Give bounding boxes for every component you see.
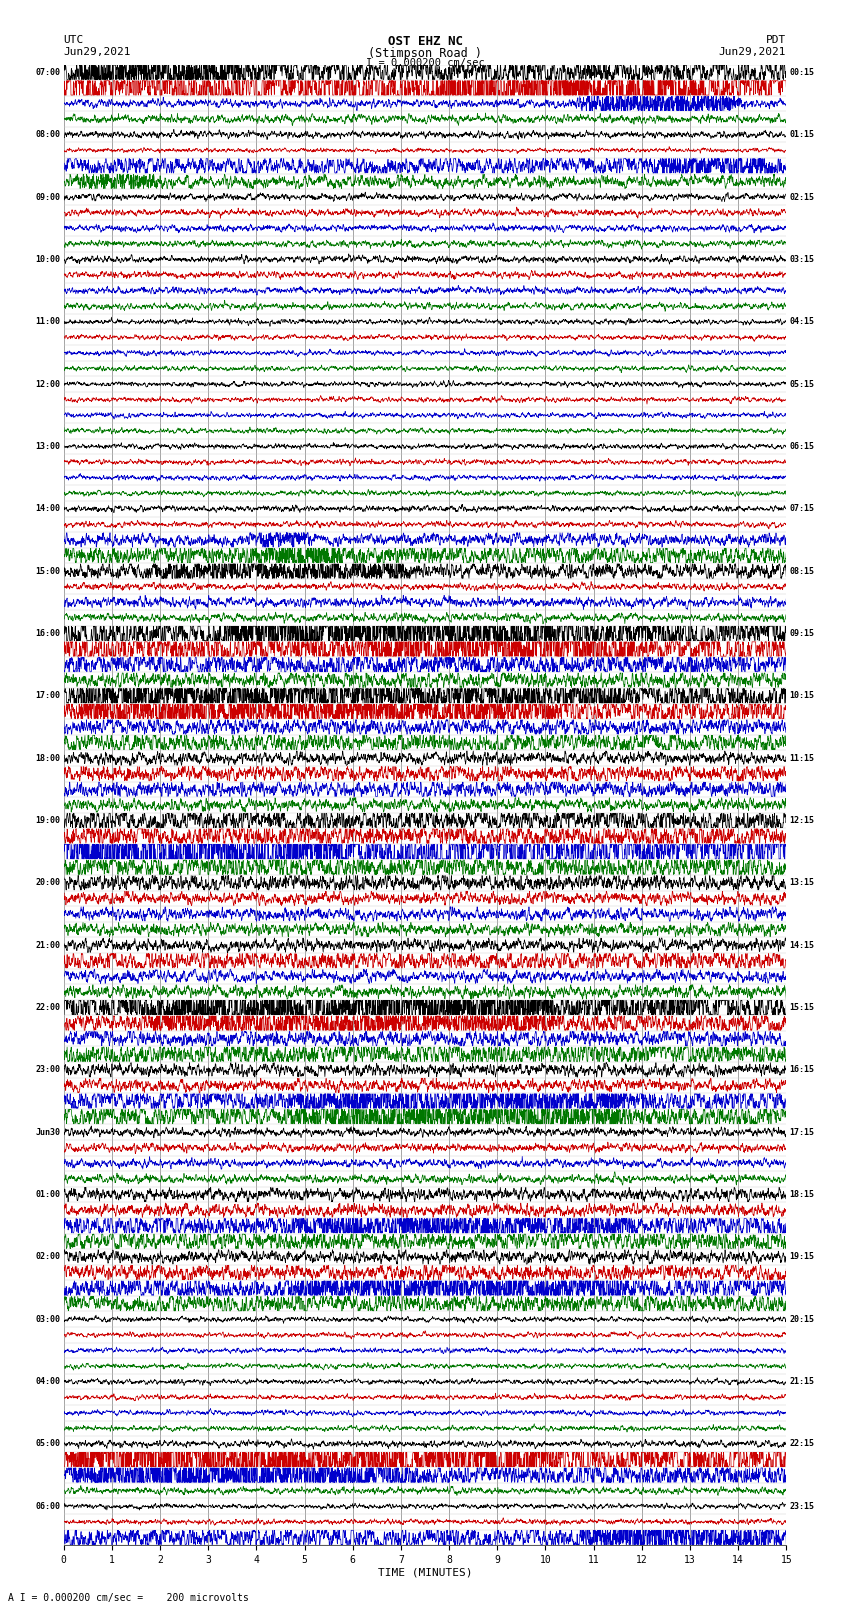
Text: 06:15: 06:15: [790, 442, 814, 452]
Text: 20:15: 20:15: [790, 1315, 814, 1324]
Text: 14:15: 14:15: [790, 940, 814, 950]
Text: 02:00: 02:00: [36, 1252, 60, 1261]
Text: 16:00: 16:00: [36, 629, 60, 637]
Text: 14:00: 14:00: [36, 505, 60, 513]
Text: 22:00: 22:00: [36, 1003, 60, 1011]
Text: UTC: UTC: [64, 35, 84, 45]
Text: 04:15: 04:15: [790, 318, 814, 326]
Text: 12:00: 12:00: [36, 379, 60, 389]
Text: 16:15: 16:15: [790, 1065, 814, 1074]
Text: 05:00: 05:00: [36, 1439, 60, 1448]
Text: 05:15: 05:15: [790, 379, 814, 389]
Text: 08:15: 08:15: [790, 566, 814, 576]
Text: 19:00: 19:00: [36, 816, 60, 824]
Text: 11:15: 11:15: [790, 753, 814, 763]
Text: 19:15: 19:15: [790, 1252, 814, 1261]
Text: 20:00: 20:00: [36, 879, 60, 887]
Text: 02:15: 02:15: [790, 192, 814, 202]
Text: 07:00: 07:00: [36, 68, 60, 77]
Text: 17:00: 17:00: [36, 692, 60, 700]
Text: 09:00: 09:00: [36, 192, 60, 202]
Text: 09:15: 09:15: [790, 629, 814, 637]
Text: 08:00: 08:00: [36, 131, 60, 139]
Text: 07:15: 07:15: [790, 505, 814, 513]
Text: 01:00: 01:00: [36, 1190, 60, 1198]
Text: 23:00: 23:00: [36, 1065, 60, 1074]
Text: 10:00: 10:00: [36, 255, 60, 265]
Text: 10:15: 10:15: [790, 692, 814, 700]
Text: 12:15: 12:15: [790, 816, 814, 824]
Text: Jun29,2021: Jun29,2021: [64, 47, 131, 56]
Text: 03:00: 03:00: [36, 1315, 60, 1324]
Text: 13:00: 13:00: [36, 442, 60, 452]
Text: OST EHZ NC: OST EHZ NC: [388, 35, 462, 48]
Text: 01:15: 01:15: [790, 131, 814, 139]
Text: Jun29,2021: Jun29,2021: [719, 47, 786, 56]
Text: 13:15: 13:15: [790, 879, 814, 887]
Text: 18:00: 18:00: [36, 753, 60, 763]
Text: 15:00: 15:00: [36, 566, 60, 576]
Text: I = 0.000200 cm/sec: I = 0.000200 cm/sec: [366, 58, 484, 68]
Text: Jun30: Jun30: [36, 1127, 60, 1137]
Text: 21:15: 21:15: [790, 1378, 814, 1386]
Text: 23:15: 23:15: [790, 1502, 814, 1511]
Text: 03:15: 03:15: [790, 255, 814, 265]
Text: 06:00: 06:00: [36, 1502, 60, 1511]
Text: 11:00: 11:00: [36, 318, 60, 326]
Text: 04:00: 04:00: [36, 1378, 60, 1386]
Text: PDT: PDT: [766, 35, 786, 45]
Text: 18:15: 18:15: [790, 1190, 814, 1198]
Text: 15:15: 15:15: [790, 1003, 814, 1011]
X-axis label: TIME (MINUTES): TIME (MINUTES): [377, 1568, 473, 1578]
Text: 00:15: 00:15: [790, 68, 814, 77]
Text: 17:15: 17:15: [790, 1127, 814, 1137]
Text: 21:00: 21:00: [36, 940, 60, 950]
Text: A I = 0.000200 cm/sec =    200 microvolts: A I = 0.000200 cm/sec = 200 microvolts: [8, 1594, 249, 1603]
Text: (Stimpson Road ): (Stimpson Road ): [368, 47, 482, 60]
Text: 22:15: 22:15: [790, 1439, 814, 1448]
